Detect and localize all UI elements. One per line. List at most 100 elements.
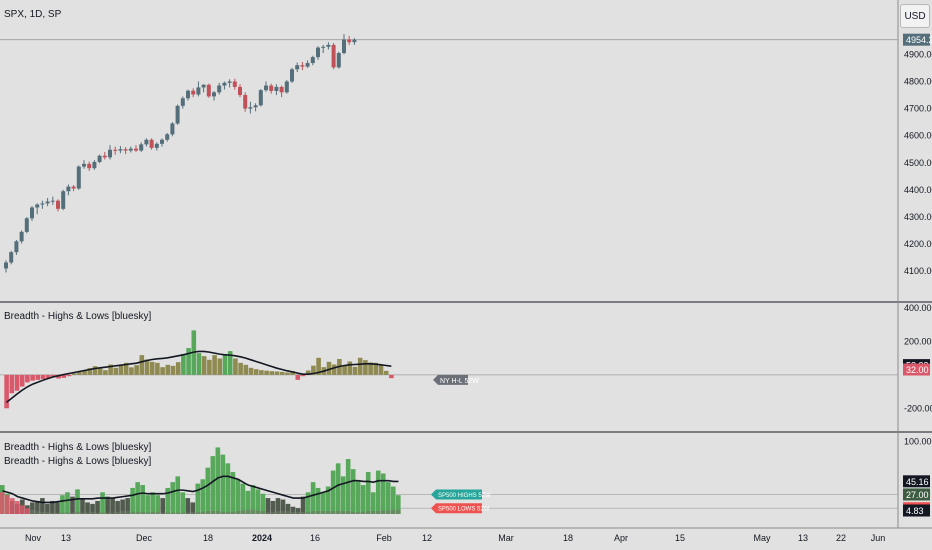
- breadth2-lows-bar[interactable]: [230, 511, 236, 514]
- breadth1-bar[interactable]: [290, 371, 295, 375]
- breadth2-highs-bar[interactable]: [285, 503, 291, 514]
- breadth1-bar[interactable]: [45, 374, 51, 379]
- candle-body[interactable]: [175, 105, 180, 124]
- breadth2-highs-bar[interactable]: [260, 493, 266, 514]
- breadth2-highs-bar[interactable]: [330, 470, 336, 514]
- breadth1-bar[interactable]: [222, 353, 228, 375]
- breadth2-highs-bar[interactable]: [190, 502, 196, 514]
- breadth2-highs-bar[interactable]: [250, 485, 256, 514]
- breadth2-highs-bar[interactable]: [210, 456, 216, 514]
- breadth1-bar[interactable]: [373, 362, 379, 375]
- breadth2-highs-bar[interactable]: [305, 492, 311, 514]
- breadth1-bar[interactable]: [19, 374, 25, 387]
- candle-body[interactable]: [191, 90, 196, 95]
- candle-body[interactable]: [321, 46, 326, 48]
- breadth1-bar[interactable]: [316, 357, 321, 375]
- breadth2-highs-bar[interactable]: [165, 487, 171, 514]
- candle-body[interactable]: [326, 44, 331, 47]
- candle-body[interactable]: [217, 85, 222, 93]
- breadth2-lows-bar[interactable]: [380, 510, 386, 514]
- breadth2-highs-bar[interactable]: [245, 490, 251, 514]
- breadth2-highs-bar[interactable]: [390, 486, 396, 514]
- breadth1-bar[interactable]: [305, 370, 311, 375]
- breadth2-lows-bar[interactable]: [160, 512, 166, 514]
- breadth1-bar[interactable]: [269, 371, 275, 375]
- candle-body[interactable]: [154, 143, 159, 148]
- breadth1-bar[interactable]: [243, 364, 249, 375]
- breadth2-lows-bar[interactable]: [155, 511, 160, 514]
- breadth2-highs-bar[interactable]: [360, 485, 366, 514]
- candle-body[interactable]: [165, 134, 170, 140]
- breadth1-bar[interactable]: [311, 365, 316, 375]
- candle-body[interactable]: [316, 47, 320, 58]
- breadth2-lows-bar[interactable]: [110, 512, 115, 514]
- breadth1-bar[interactable]: [97, 368, 103, 375]
- breadth2-highs-bar[interactable]: [130, 487, 135, 514]
- candle-body[interactable]: [352, 39, 357, 43]
- breadth1-bar[interactable]: [357, 357, 363, 375]
- candle-body[interactable]: [284, 81, 289, 93]
- breadth2-highs-bar[interactable]: [125, 498, 130, 514]
- breadth1-bar[interactable]: [160, 367, 165, 375]
- breadth1-bar[interactable]: [363, 360, 368, 375]
- breadth1-bar[interactable]: [259, 370, 264, 375]
- candle-body[interactable]: [4, 262, 8, 269]
- breadth2-lows-bar[interactable]: [265, 511, 271, 514]
- breadth2-lows-bar[interactable]: [85, 512, 90, 514]
- breadth2-highs-bar[interactable]: [255, 489, 261, 514]
- breadth1-bar[interactable]: [82, 370, 87, 375]
- breadth2-highs-bar[interactable]: [215, 447, 221, 514]
- breadth1-bar[interactable]: [4, 374, 9, 409]
- candle-body[interactable]: [149, 139, 154, 148]
- breadth1-bar[interactable]: [77, 371, 82, 375]
- breadth1-bar[interactable]: [175, 362, 181, 375]
- breadth1-bar[interactable]: [35, 374, 41, 380]
- breadth2-lows-bar[interactable]: [5, 495, 10, 514]
- breadth2-highs-bar[interactable]: [180, 492, 186, 514]
- candle-body[interactable]: [347, 39, 352, 43]
- breadth2-highs-bar[interactable]: [290, 506, 296, 514]
- breadth2-lows-bar[interactable]: [315, 511, 321, 514]
- breadth2-lows-bar[interactable]: [140, 511, 145, 514]
- breadth2-highs-bar[interactable]: [35, 500, 40, 514]
- breadth1-bar[interactable]: [103, 370, 108, 375]
- breadth1-bar[interactable]: [264, 370, 269, 375]
- candle-body[interactable]: [227, 81, 232, 83]
- breadth2-lows-bar[interactable]: [130, 511, 135, 514]
- candle-body[interactable]: [9, 252, 14, 263]
- breadth1-bar[interactable]: [248, 367, 254, 375]
- breadth2-highs-bar[interactable]: [240, 483, 246, 514]
- breadth2-lows-bar[interactable]: [210, 511, 216, 514]
- breadth2-lows-bar[interactable]: [190, 511, 196, 514]
- breadth2-lows-bar[interactable]: [310, 511, 316, 514]
- breadth2-lows-bar[interactable]: [205, 511, 211, 514]
- candle-body[interactable]: [139, 144, 144, 151]
- candle-body[interactable]: [243, 95, 248, 109]
- breadth2-lows-bar[interactable]: [115, 511, 120, 514]
- candle-body[interactable]: [279, 86, 284, 93]
- breadth1-bar[interactable]: [40, 374, 46, 380]
- breadth2-highs-bar[interactable]: [340, 476, 346, 514]
- breadth2-highs-bar[interactable]: [140, 485, 145, 514]
- candle-body[interactable]: [258, 90, 263, 106]
- breadth1-bar[interactable]: [118, 365, 124, 375]
- breadth1-bar[interactable]: [149, 361, 155, 375]
- candle-body[interactable]: [61, 191, 66, 209]
- breadth2-highs-bar[interactable]: [185, 498, 191, 514]
- breadth2-lows-bar[interactable]: [340, 511, 346, 514]
- candle-body[interactable]: [212, 92, 216, 97]
- breadth1-bar[interactable]: [389, 374, 394, 379]
- breadth1-bar[interactable]: [300, 374, 306, 377]
- breadth1-bar[interactable]: [217, 358, 223, 375]
- breadth2-lows-bar[interactable]: [50, 512, 55, 514]
- breadth2-lows-bar[interactable]: [120, 511, 125, 514]
- breadth2-lows-bar[interactable]: [345, 511, 351, 514]
- breadth2-highs-bar[interactable]: [395, 495, 401, 514]
- breadth2-lows-bar[interactable]: [255, 510, 261, 514]
- breadth2-highs-bar[interactable]: [375, 470, 381, 514]
- breadth2-lows-bar[interactable]: [385, 510, 391, 514]
- candle-body[interactable]: [19, 231, 24, 242]
- breadth1-bar[interactable]: [233, 358, 238, 375]
- breadth2-lows-bar[interactable]: [80, 512, 85, 514]
